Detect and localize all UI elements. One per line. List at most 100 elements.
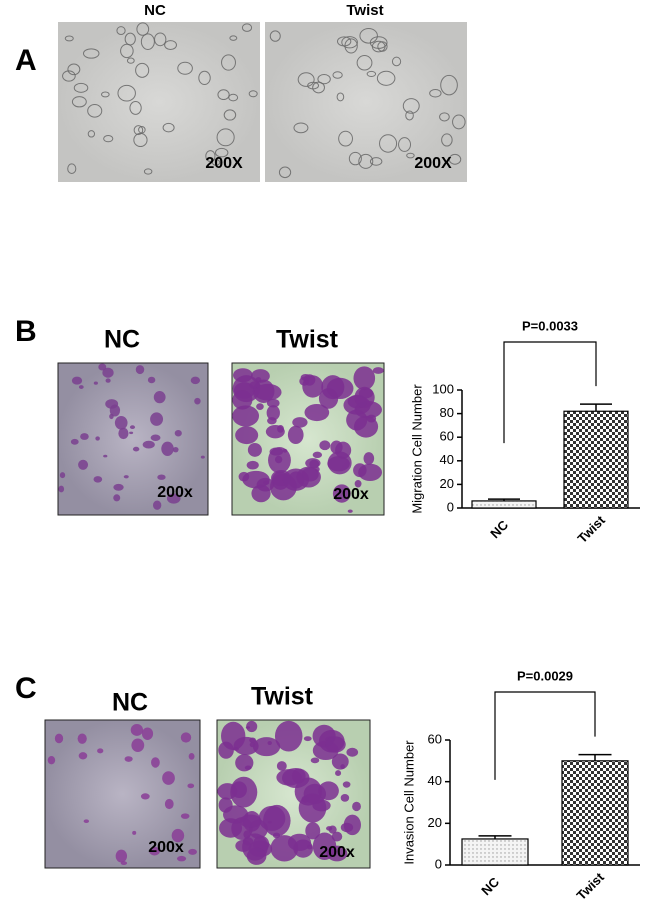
cell (47, 755, 56, 765)
cell (180, 732, 192, 743)
cell (354, 386, 375, 409)
cell (194, 397, 201, 405)
cell (123, 475, 129, 479)
cell (363, 452, 375, 465)
cell (142, 440, 155, 449)
cell (93, 381, 98, 385)
y-tick-label: 60 (428, 731, 442, 746)
cell (246, 720, 258, 733)
cell (54, 733, 64, 744)
y-tick-label: 40 (428, 773, 442, 788)
y-tick-label: 0 (447, 499, 454, 514)
panel-label: A (15, 44, 37, 77)
cell (266, 405, 280, 421)
cell (348, 151, 362, 166)
magnification: 200x (319, 844, 355, 861)
magnification: 200x (148, 839, 184, 856)
cell (358, 153, 374, 169)
cell (272, 832, 281, 839)
cell (78, 459, 89, 470)
panel-label: B (15, 315, 37, 348)
cell (246, 460, 259, 470)
cell (335, 770, 342, 777)
cell (126, 57, 135, 64)
cell (369, 157, 383, 166)
cell (254, 383, 282, 401)
magnification: 200X (205, 155, 243, 172)
cell (117, 84, 136, 102)
cell (59, 472, 66, 479)
cell (353, 463, 367, 478)
y-tick-label: 20 (440, 476, 454, 491)
cell (340, 764, 345, 769)
cell (258, 805, 286, 831)
cell (267, 417, 277, 425)
cell (440, 74, 458, 96)
magnification: 200x (333, 486, 369, 503)
cell (371, 40, 386, 53)
cell (187, 783, 195, 789)
cell (452, 114, 466, 130)
cell (319, 440, 331, 451)
cell (241, 23, 253, 32)
cell (218, 741, 234, 759)
magnification: 200X (414, 155, 452, 172)
cell (342, 781, 351, 788)
cell (326, 826, 333, 831)
bar (561, 760, 629, 866)
cell (341, 36, 358, 49)
cell (103, 454, 108, 458)
cell (124, 756, 133, 762)
cell (87, 130, 96, 138)
cell (274, 720, 303, 752)
cell (293, 839, 313, 858)
cell (245, 726, 251, 729)
cell (136, 22, 150, 36)
cell (353, 366, 376, 391)
cell (135, 62, 150, 78)
y-tick-label: 80 (440, 405, 454, 420)
cell (166, 493, 181, 504)
x-tick-label: NC (478, 874, 502, 898)
cell (188, 753, 195, 760)
cell (78, 385, 84, 389)
cell (120, 43, 134, 59)
cell (232, 390, 253, 410)
cell (439, 112, 450, 122)
cell (190, 376, 200, 385)
cell (150, 412, 164, 426)
cell (402, 98, 420, 114)
cell (324, 736, 346, 753)
cell (293, 122, 309, 134)
cell (297, 72, 315, 87)
cell (152, 500, 162, 510)
cell (298, 793, 327, 823)
image-title: Twist (346, 2, 383, 19)
cell (346, 747, 359, 757)
cell (304, 403, 330, 422)
image-title: NC (112, 689, 148, 717)
cell (312, 451, 323, 458)
x-tick-label: Twist (575, 512, 609, 546)
cell (219, 818, 243, 838)
cell (429, 89, 442, 98)
cell (398, 137, 412, 152)
cell (150, 434, 161, 442)
cell (70, 438, 79, 445)
cell (205, 150, 216, 162)
cell (67, 63, 81, 76)
bar (471, 500, 537, 509)
cell (147, 376, 156, 384)
cell (372, 367, 384, 374)
magnification: 200x (157, 484, 193, 501)
cell (71, 376, 83, 385)
cell (216, 128, 235, 147)
cell (331, 831, 343, 842)
cell (327, 456, 350, 472)
bar (563, 410, 629, 509)
cell (102, 367, 114, 378)
y-tick-label: 60 (440, 429, 454, 444)
image-title: Twist (251, 683, 314, 711)
significance-bracket (494, 691, 596, 780)
cell (356, 55, 373, 71)
